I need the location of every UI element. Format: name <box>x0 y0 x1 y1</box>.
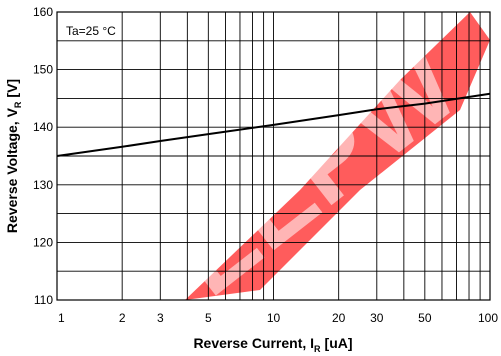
x-tick-label: 2 <box>119 311 126 325</box>
x-tick-label: 30 <box>370 311 384 325</box>
x-tick-label: 3 <box>157 311 164 325</box>
x-tick-label: 10 <box>267 311 281 325</box>
annotation: Ta=25 °C <box>66 24 116 38</box>
x-tick-label: 1 <box>58 311 65 325</box>
grid <box>56 11 491 301</box>
x-tick-label: 5 <box>205 311 212 325</box>
y-axis-title: Reverse Voltage, VR[V] <box>4 79 23 233</box>
x-tick-label: 50 <box>418 311 432 325</box>
y-tick-label: 120 <box>33 235 53 249</box>
y-tick-label: 110 <box>34 293 53 307</box>
y-tick-label: 140 <box>33 120 53 134</box>
x-axis-ticks: 1 2 3 5 10 20 30 50 100 <box>58 311 498 325</box>
watermark-text: EEPW <box>149 22 480 318</box>
x-tick-label: 20 <box>332 311 346 325</box>
x-tick-label: 100 <box>478 311 498 325</box>
y-tick-label: 130 <box>33 178 53 192</box>
y-axis-ticks: 110 120 130 140 150 160 <box>33 5 53 307</box>
series-line <box>56 92 491 157</box>
series-layer <box>56 92 491 157</box>
y-tick-label: 150 <box>33 63 53 77</box>
y-tick-label: 160 <box>33 5 53 19</box>
x-axis-title: Reverse Current, IR [uA] <box>193 335 352 354</box>
watermark: EEPW <box>149 12 490 319</box>
